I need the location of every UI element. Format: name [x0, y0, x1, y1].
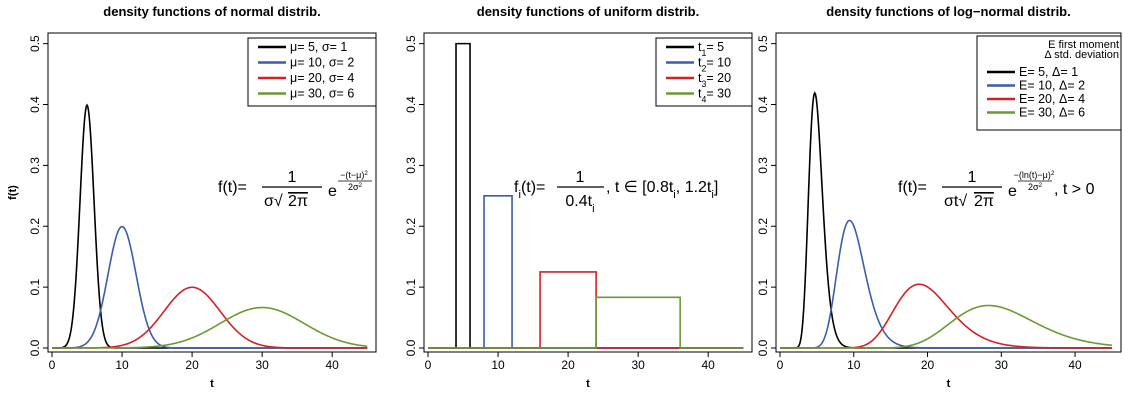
chart-panel-1: density functions of normal distrib. 0 10 2…	[7, 4, 377, 390]
x-tick-label: 10	[115, 358, 129, 372]
x-tick-label: 30	[995, 358, 1009, 372]
formula-exp-denominator: 2σ2	[1028, 182, 1043, 193]
legend-label: μ= 30, σ= 6	[290, 87, 354, 101]
legend-header: Δ std. deviation	[1044, 49, 1119, 61]
legend-label: E= 5, Δ= 1	[1019, 65, 1078, 79]
formula-radicand: 2π	[974, 193, 994, 210]
legend-label: t4= 30	[698, 87, 731, 105]
formula-denominator: 0.4ti	[565, 193, 594, 215]
legend-label: μ= 10, σ= 2	[290, 56, 354, 70]
x-axis-label: t	[210, 378, 214, 390]
formula-numerator: 1	[288, 169, 297, 186]
chart-title: density functions of normal distrib.	[103, 4, 320, 19]
formula-numerator: 1	[576, 169, 585, 186]
legend-label: t2= 10	[698, 56, 731, 74]
y-tick-label: 0.5	[756, 35, 770, 52]
y-tick-label: 0.1	[404, 278, 418, 295]
series-line-2	[780, 219, 1112, 349]
series-line-4	[428, 296, 744, 349]
chart-panel-2: density functions of uniform distrib.0 10…	[404, 4, 753, 390]
y-tick-label: 0.2	[756, 218, 770, 235]
y-tick-label: 0.2	[404, 218, 418, 235]
x-axis-label: t	[586, 378, 590, 390]
legend-label: t3= 20	[698, 71, 731, 89]
formula-domain: , t > 0	[1054, 181, 1095, 198]
formula-lhs: f(t)=	[218, 179, 247, 196]
legend-box	[976, 35, 1122, 131]
y-tick-label: 0.0	[404, 339, 418, 356]
legend-label: E= 30, Δ= 6	[1019, 106, 1085, 120]
y-tick-label: 0.5	[404, 35, 418, 52]
y-tick-label: 0.4	[28, 96, 42, 113]
y-tick-label: 0.3	[28, 157, 42, 174]
formula-denominator: σt√	[944, 193, 967, 210]
x-tick-label: 10	[491, 358, 505, 372]
series-line-4	[52, 306, 368, 349]
plot-frame	[47, 32, 377, 353]
legend-label: E= 20, Δ= 4	[1019, 92, 1085, 106]
series-line-4	[780, 304, 1113, 349]
y-tick-label: 0.2	[28, 218, 42, 235]
formula-exp-denominator: 2σ2	[348, 182, 363, 193]
chart-title: density functions of uniform distrib.	[477, 4, 699, 19]
x-tick-label: 40	[325, 358, 339, 372]
formula-domain: , t ∈ [0.8ti, 1.2ti]	[606, 179, 718, 201]
legend: μ= 5, σ= 1 μ= 10, σ= 2μ= 20, σ= 4 μ= 30, σ…	[247, 37, 377, 107]
formula-lhs: f(t)=	[898, 179, 927, 196]
series-line-1	[52, 103, 368, 349]
y-tick-label: 0.5	[28, 35, 42, 52]
formula-exp-numerator: −(ln(t)−μ)2	[1014, 170, 1055, 181]
x-tick-label: 10	[847, 358, 861, 372]
legend-label: μ= 5, σ= 1	[290, 40, 347, 54]
formula-exp-base: e	[1008, 183, 1017, 200]
y-tick-label: 0.0	[756, 339, 770, 356]
x-tick-label: 0	[49, 358, 56, 372]
formula-exp-base: e	[328, 183, 337, 200]
legend-label: μ= 20, σ= 4	[290, 71, 354, 85]
y-tick-label: 0.1	[28, 278, 42, 295]
x-tick-label: 0	[777, 358, 784, 372]
formula-annotation: fi(t)= 1 0.4ti , t ∈ [0.8ti, 1.2ti]	[514, 169, 718, 215]
x-tick-label: 0	[425, 358, 432, 372]
formula-numerator: 1	[968, 169, 977, 186]
x-axis-label: t	[947, 378, 951, 390]
x-tick-label: 40	[1068, 358, 1082, 372]
formula-denominator: σ√	[264, 193, 283, 210]
plot-frame	[423, 32, 753, 353]
x-tick-label: 20	[185, 358, 199, 372]
chart-panel-3: density functions of log−normal distrib.…	[756, 4, 1122, 390]
chart-title: density functions of log−normal distrib.	[826, 4, 1071, 19]
series-line-3	[428, 271, 744, 349]
series-line-1	[780, 91, 1112, 349]
legend-label: E= 10, Δ= 2	[1019, 79, 1085, 93]
y-tick-label: 0.1	[756, 278, 770, 295]
legend-header: E first moment	[1048, 39, 1119, 51]
x-tick-label: 20	[561, 358, 575, 372]
x-tick-label: 30	[255, 358, 269, 372]
formula-exp-numerator: −(t−μ)2	[340, 170, 368, 181]
formula-radicand: 2π	[288, 193, 308, 210]
y-tick-label: 0.4	[404, 96, 418, 113]
x-tick-label: 30	[631, 358, 645, 372]
plot-frame	[775, 32, 1122, 353]
y-tick-label: 0.3	[756, 157, 770, 174]
x-tick-label: 40	[701, 358, 715, 372]
formula-lhs: fi(t)=	[514, 179, 545, 201]
y-tick-label: 0.3	[404, 157, 418, 174]
y-tick-label: 0.0	[28, 339, 42, 356]
legend-label: t1= 5	[698, 40, 724, 58]
x-tick-label: 20	[921, 358, 935, 372]
y-axis-label: f(t)	[7, 185, 19, 200]
y-tick-label: 0.4	[756, 96, 770, 113]
